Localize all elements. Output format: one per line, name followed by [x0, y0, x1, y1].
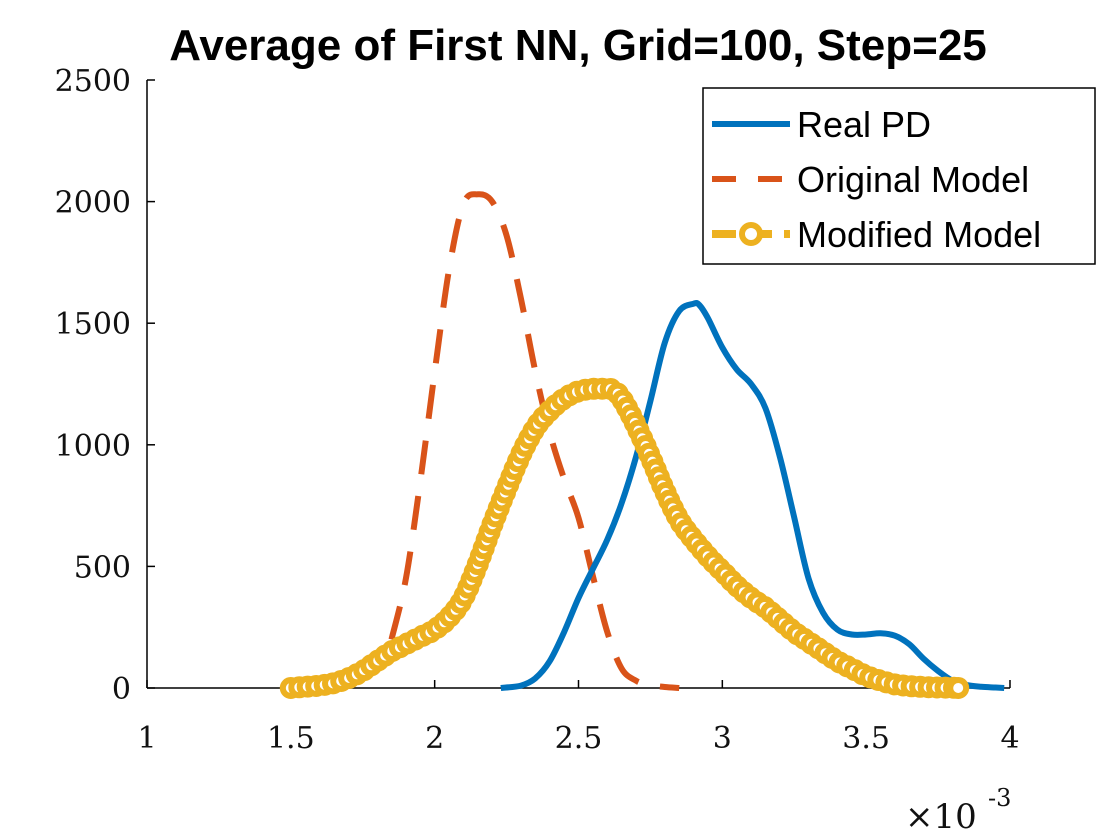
legend-label: Original Model	[797, 159, 1029, 200]
legend-label: Real PD	[797, 104, 931, 145]
legend-item: Original Model	[712, 159, 1029, 200]
legend: Real PD Original Model Modified Model	[702, 87, 1096, 265]
x-tick-label: 3.5	[842, 721, 890, 756]
chart-title: Average of First NN, Grid=100, Step=25	[169, 21, 987, 70]
legend-label: Modified Model	[797, 214, 1041, 255]
legend-item: Real PD	[712, 104, 931, 145]
legend-item: Modified Model	[712, 214, 1041, 255]
y-tick-label: 2000	[55, 186, 131, 221]
legend-marker	[739, 222, 763, 246]
axis-ticks: 0 500 1000 1500 2000 2500 1 1.5 2 2.5 3 3.5 4	[55, 64, 1020, 756]
y-tick-label: 1000	[55, 429, 131, 464]
x-tick-label: 2.5	[555, 721, 603, 756]
x-tick-label: 4	[1000, 721, 1019, 756]
series-original-model	[388, 191, 680, 691]
series-modified-model	[279, 377, 970, 699]
x-tick-label: 1.5	[267, 721, 315, 756]
y-tick-label: 0	[112, 672, 131, 707]
y-tick-label: 1500	[55, 307, 131, 342]
series-line	[500, 300, 1005, 691]
y-tick-label: 2500	[55, 64, 131, 99]
x-multiplier-exponent: -3	[988, 784, 1011, 812]
x-tick-label: 3	[713, 721, 732, 756]
x-tick-label: 2	[425, 721, 444, 756]
series-line	[388, 191, 680, 691]
plot-series	[279, 191, 1005, 699]
series-real-pd	[500, 300, 1005, 691]
y-tick-label: 500	[74, 550, 131, 585]
x-multiplier: ×10	[905, 797, 977, 837]
x-tick-label: 1	[137, 721, 156, 756]
series-marker	[947, 677, 970, 699]
